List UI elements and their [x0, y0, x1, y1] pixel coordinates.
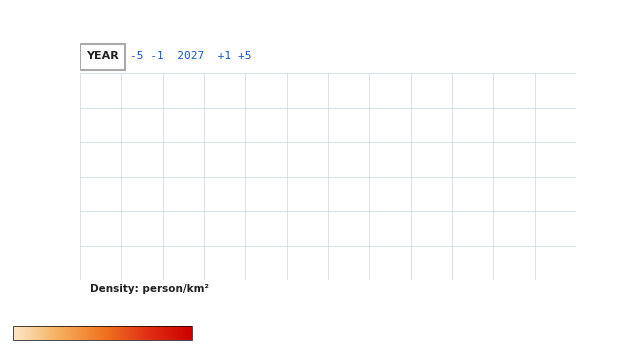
Text: -5 -1  2027  +1 +5: -5 -1 2027 +1 +5 [129, 51, 251, 61]
Text: YEAR: YEAR [86, 51, 118, 61]
FancyBboxPatch shape [80, 44, 125, 70]
Text: Density: person/km²: Density: person/km² [90, 285, 209, 295]
